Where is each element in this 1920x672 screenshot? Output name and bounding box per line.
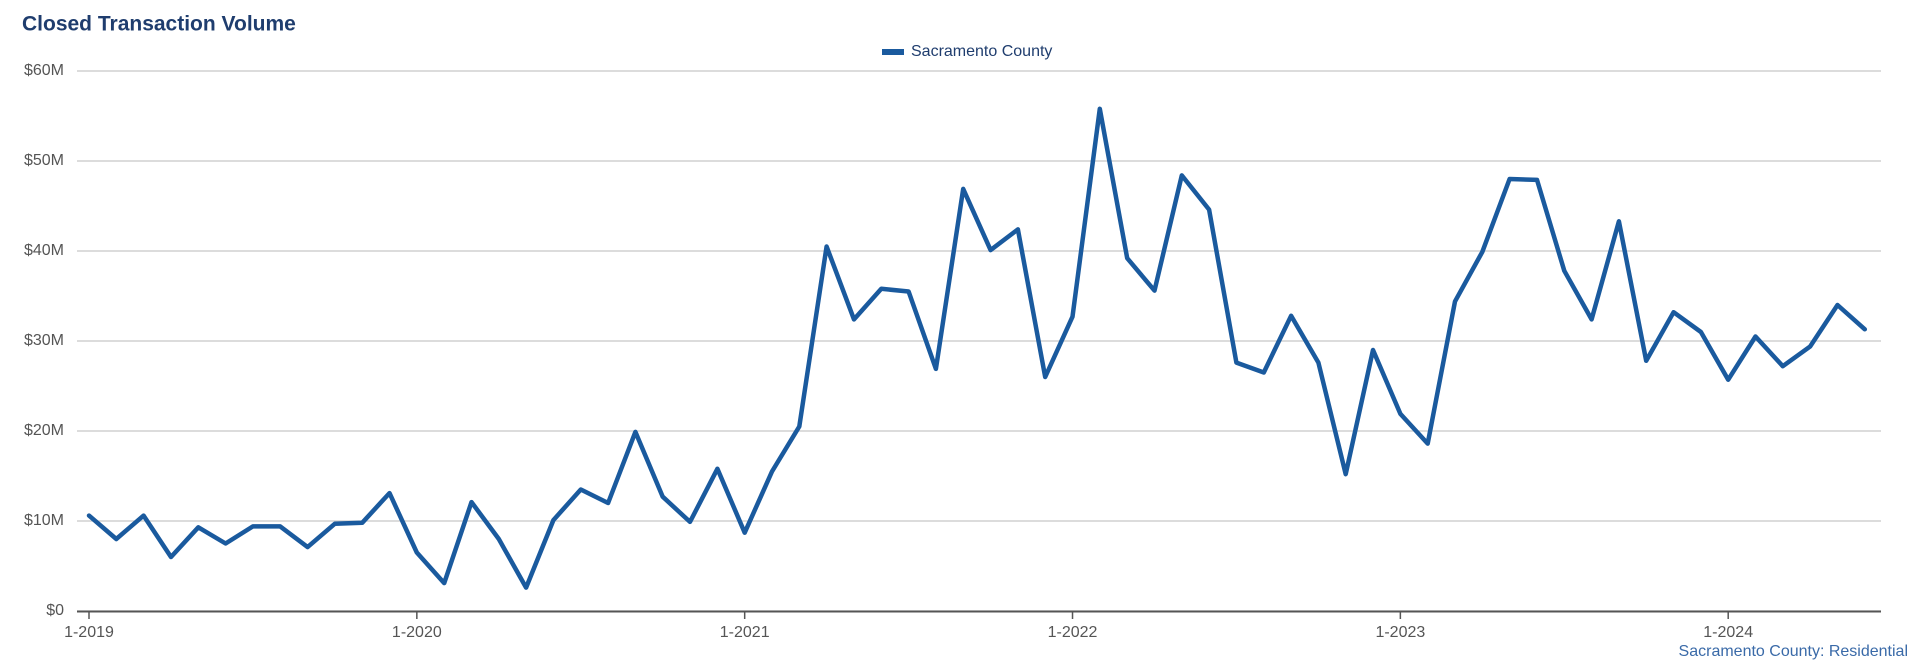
x-tick-label: 1-2019 — [64, 624, 114, 641]
series-line — [86, 106, 1868, 590]
x-tick-label: 1-2022 — [1048, 624, 1098, 641]
y-tick-label: $10M — [24, 512, 64, 529]
legend-swatch — [882, 49, 904, 55]
x-tick-label: 1-2023 — [1375, 624, 1425, 641]
chart-title: Closed Transaction Volume — [22, 13, 296, 36]
y-tick-label: $40M — [24, 242, 64, 259]
y-tick-label: $50M — [24, 152, 64, 169]
y-tick-label: $30M — [24, 332, 64, 349]
x-tick-label: 1-2024 — [1703, 624, 1753, 641]
legend-label: Sacramento County — [911, 43, 1052, 60]
y-tick-label: $20M — [24, 422, 64, 439]
x-tick-label: 1-2020 — [392, 624, 442, 641]
x-tick-label: 1-2021 — [720, 624, 770, 641]
footer: Sacramento County: Residential — [1679, 643, 1908, 660]
y-tick-label: $0 — [46, 602, 64, 619]
y-tick-label: $60M — [24, 62, 64, 79]
